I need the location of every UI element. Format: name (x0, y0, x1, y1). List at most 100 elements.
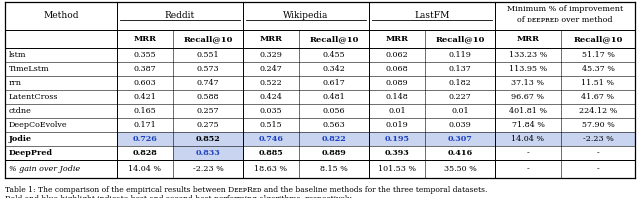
Text: 0.165: 0.165 (134, 107, 156, 115)
Text: LastFM: LastFM (414, 11, 450, 21)
Text: 11.51 %: 11.51 % (581, 79, 614, 87)
Text: 0.247: 0.247 (260, 65, 282, 73)
Text: 0.481: 0.481 (323, 93, 346, 101)
Text: Recall@10: Recall@10 (573, 35, 623, 43)
Text: Minimum % of improvement: Minimum % of improvement (507, 5, 623, 13)
Text: 0.551: 0.551 (196, 51, 220, 59)
Text: 0.355: 0.355 (134, 51, 156, 59)
Text: MRR: MRR (134, 35, 157, 43)
Text: 0.039: 0.039 (449, 121, 472, 129)
Text: 0.747: 0.747 (196, 79, 220, 87)
Text: 0.726: 0.726 (132, 135, 157, 143)
Text: 45.37 %: 45.37 % (582, 65, 614, 73)
Text: 0.746: 0.746 (259, 135, 284, 143)
Text: Recall@10: Recall@10 (309, 35, 358, 43)
Text: -: - (596, 149, 600, 157)
Text: DeepCoEvolve: DeepCoEvolve (9, 121, 68, 129)
Bar (173, 132, 243, 146)
Text: 0.889: 0.889 (322, 149, 346, 157)
Text: 41.67 %: 41.67 % (581, 93, 614, 101)
Text: 0.342: 0.342 (323, 65, 346, 73)
Text: LatentCross: LatentCross (9, 93, 58, 101)
Text: 0.182: 0.182 (449, 79, 472, 87)
Text: Table 1: The comparison of the empirical results between DᴇᴇᴘRᴇᴅ and the baselin: Table 1: The comparison of the empirical… (5, 186, 488, 194)
Text: 101.53 %: 101.53 % (378, 165, 416, 173)
Text: 51.17 %: 51.17 % (582, 51, 614, 59)
Text: lstm: lstm (9, 51, 26, 59)
Text: 0.137: 0.137 (449, 65, 472, 73)
Text: 0.416: 0.416 (447, 149, 472, 157)
Bar (369, 132, 425, 146)
Text: 8.15 %: 8.15 % (320, 165, 348, 173)
Bar (173, 146, 243, 160)
Text: Reddit: Reddit (165, 11, 195, 21)
Text: Recall@10: Recall@10 (183, 35, 233, 43)
Text: 37.13 %: 37.13 % (511, 79, 545, 87)
Text: -: - (527, 165, 529, 173)
Text: 133.23 %: 133.23 % (509, 51, 547, 59)
Text: Bold and blue highlight indicate best and second best performing algorithms, res: Bold and blue highlight indicate best an… (5, 195, 353, 198)
Text: MRR: MRR (385, 35, 408, 43)
Text: 0.573: 0.573 (196, 65, 220, 73)
Text: 0.387: 0.387 (134, 65, 156, 73)
Text: 0.424: 0.424 (260, 93, 282, 101)
Text: ctdne: ctdne (9, 107, 32, 115)
Text: rrn: rrn (9, 79, 22, 87)
Text: 0.068: 0.068 (386, 65, 408, 73)
Bar (561, 132, 635, 146)
Text: 0.833: 0.833 (196, 149, 220, 157)
Text: 0.828: 0.828 (132, 149, 157, 157)
Text: 0.515: 0.515 (260, 121, 282, 129)
Text: 0.257: 0.257 (196, 107, 220, 115)
Text: 0.822: 0.822 (322, 135, 346, 143)
Text: 0.563: 0.563 (323, 121, 346, 129)
Text: 0.119: 0.119 (449, 51, 472, 59)
Text: 0.148: 0.148 (386, 93, 408, 101)
Text: Method: Method (44, 11, 79, 21)
Text: 0.603: 0.603 (134, 79, 156, 87)
Text: Recall@10: Recall@10 (435, 35, 484, 43)
Text: 0.421: 0.421 (134, 93, 156, 101)
Text: 0.885: 0.885 (259, 149, 284, 157)
Text: 0.062: 0.062 (386, 51, 408, 59)
Bar (495, 132, 561, 146)
Text: of ᴅᴇᴇᴘʀᴇᴅ over method: of ᴅᴇᴇᴘʀᴇᴅ over method (517, 16, 612, 24)
Text: 0.01: 0.01 (451, 107, 469, 115)
Text: 71.84 %: 71.84 % (511, 121, 545, 129)
Text: % gain over Jodie: % gain over Jodie (9, 165, 80, 173)
Text: 0.522: 0.522 (260, 79, 282, 87)
Text: 0.307: 0.307 (447, 135, 472, 143)
Text: 0.089: 0.089 (386, 79, 408, 87)
Text: -2.23 %: -2.23 % (582, 135, 613, 143)
Text: MRR: MRR (259, 35, 282, 43)
Text: 18.63 %: 18.63 % (255, 165, 287, 173)
Text: Jodie: Jodie (9, 135, 32, 143)
Text: 113.95 %: 113.95 % (509, 65, 547, 73)
Text: 0.329: 0.329 (260, 51, 282, 59)
Text: 0.227: 0.227 (449, 93, 472, 101)
Text: 57.90 %: 57.90 % (582, 121, 614, 129)
Text: 0.195: 0.195 (385, 135, 410, 143)
Text: 0.455: 0.455 (323, 51, 346, 59)
Text: 0.393: 0.393 (385, 149, 410, 157)
Text: Wikipedia: Wikipedia (284, 11, 329, 21)
Bar (425, 132, 495, 146)
Text: -: - (527, 149, 529, 157)
Text: 96.67 %: 96.67 % (511, 93, 545, 101)
Text: 401.81 %: 401.81 % (509, 107, 547, 115)
Text: 0.171: 0.171 (134, 121, 156, 129)
Text: 14.04 %: 14.04 % (511, 135, 545, 143)
Bar (117, 132, 173, 146)
Text: 0.275: 0.275 (196, 121, 220, 129)
Text: -2.23 %: -2.23 % (193, 165, 223, 173)
Text: 0.01: 0.01 (388, 107, 406, 115)
Text: 0.617: 0.617 (323, 79, 346, 87)
Text: 0.019: 0.019 (386, 121, 408, 129)
Text: 224.12 %: 224.12 % (579, 107, 617, 115)
Text: 0.852: 0.852 (196, 135, 220, 143)
Text: 0.035: 0.035 (260, 107, 282, 115)
Text: 0.056: 0.056 (323, 107, 346, 115)
Text: 14.04 %: 14.04 % (129, 165, 161, 173)
Text: DeepPred: DeepPred (9, 149, 53, 157)
Text: -: - (596, 165, 600, 173)
